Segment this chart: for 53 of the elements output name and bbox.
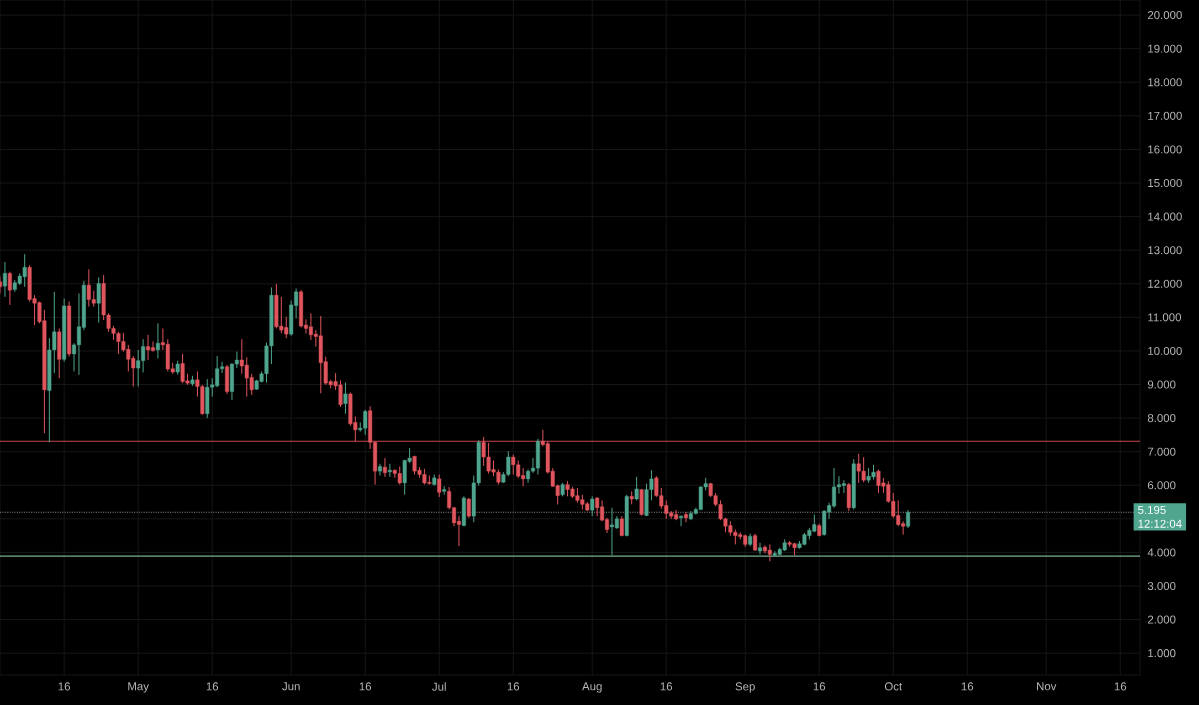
x-tick-label: 16	[961, 682, 974, 691]
y-tick-label: 8.000	[1147, 414, 1176, 423]
x-tick-label: 16	[206, 682, 219, 691]
candlestick	[155, 322, 160, 359]
y-tick-label: 2.000	[1147, 615, 1176, 624]
y-tick-label: 14.000	[1148, 212, 1182, 221]
ref-line-label: 5.195	[1138, 505, 1166, 514]
x-tick-label: May	[128, 682, 149, 693]
x-tick-label: Aug	[582, 682, 602, 693]
y-tick-label: 9.000	[1147, 380, 1176, 389]
y-tick-label: 3.000	[1147, 581, 1176, 591]
x-tick-label: 16	[58, 682, 71, 691]
x-tick-label: Sep	[735, 682, 755, 693]
candlestick	[841, 479, 846, 494]
x-tick-label: 16	[1114, 682, 1127, 691]
candlestick	[343, 381, 348, 415]
candlestick	[684, 511, 688, 523]
candlestick	[146, 334, 151, 361]
y-tick-label: 19.000	[1148, 44, 1182, 53]
y-tick-label: 4.000	[1147, 548, 1176, 557]
y-tick-label: 12.000	[1148, 279, 1182, 288]
x-tick-label: Jul	[432, 682, 446, 691]
annotation: 12:12:04	[1138, 519, 1182, 528]
x-tick-label: Jun	[282, 682, 300, 691]
candlestick	[590, 495, 595, 517]
candlestick	[96, 276, 101, 324]
y-tick-label: 20.000	[1147, 11, 1182, 20]
candlestick	[846, 482, 851, 512]
y-tick-label: 1.000	[1148, 649, 1176, 658]
y-tick-label: 13.000	[1148, 246, 1182, 255]
y-tick-label: 10.000	[1148, 346, 1182, 355]
y-tick-label: 16.000	[1148, 145, 1182, 154]
y-tick-label: 11.000	[1148, 313, 1182, 322]
y-tick-label: 18.000	[1148, 78, 1182, 87]
y-tick-label: 17.000	[1148, 111, 1182, 120]
x-tick-label: 16	[507, 682, 520, 691]
x-tick-label: Oct	[884, 682, 903, 691]
candlestick	[378, 463, 382, 477]
candlestick	[767, 543, 772, 562]
y-tick-label: 7.000	[1147, 447, 1176, 456]
x-tick-label: 16	[660, 682, 673, 691]
y-tick-label: 15.000	[1148, 178, 1182, 188]
y-tick-label: 6.000	[1147, 481, 1176, 490]
x-tick-label: 16	[359, 682, 372, 691]
x-tick-label: 16	[813, 682, 826, 691]
candlestick	[679, 514, 684, 527]
candlestick	[382, 457, 387, 478]
candlestick	[437, 474, 442, 498]
candlestick	[466, 497, 471, 519]
x-tick-label: Nov	[1037, 682, 1057, 691]
candlestick	[387, 463, 392, 478]
candlestick	[758, 542, 762, 555]
candlestick	[7, 271, 12, 306]
